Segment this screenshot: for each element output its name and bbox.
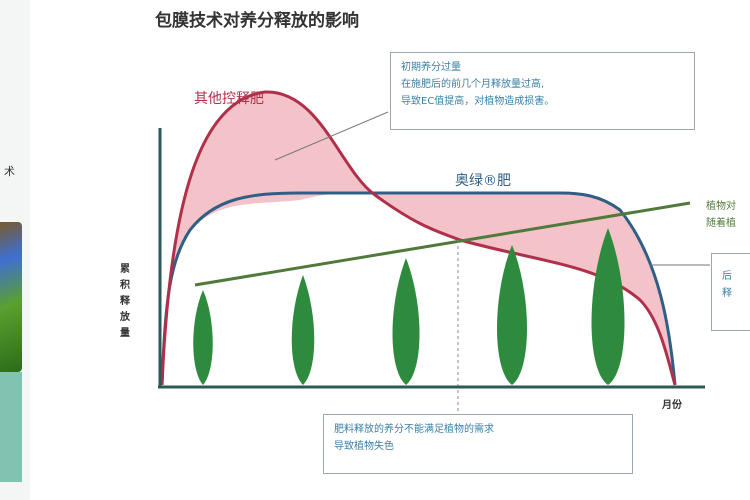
callout-right: 后 释 xyxy=(711,253,750,331)
other-fertilizer-curve xyxy=(160,90,677,386)
osmocote-label: 奥绿®肥 xyxy=(455,173,511,189)
callout-line: 导致EC值提高，对植物造成损害。 xyxy=(401,96,555,107)
teal-panel xyxy=(0,372,22,482)
callout-demand: 植物对 随着植 xyxy=(706,198,736,232)
callout-bottom: 肥料释放的养分不能满足植物的需求 导致植物失色 xyxy=(323,414,633,474)
callout-line: 在施肥后的前几个月释放量过高, xyxy=(401,79,545,90)
callout-line: 释 xyxy=(722,288,732,299)
excess-area xyxy=(162,91,675,385)
page-title: 包膜技术对养分释放的影响 xyxy=(155,11,359,31)
tree xyxy=(291,275,315,385)
callout-top: 初期养分过量 在施肥后的前几个月释放量过高, 导致EC值提高，对植物造成损害。 xyxy=(390,52,695,130)
plant-demand-line xyxy=(194,201,691,287)
callout-line: 植物对 xyxy=(706,201,736,212)
callout-line: 肥料释放的养分不能满足植物的需求 xyxy=(334,424,494,435)
tree xyxy=(392,258,420,385)
callout-line: 导致植物失色 xyxy=(334,441,394,452)
leader-line xyxy=(274,111,389,161)
trees xyxy=(193,228,625,385)
tree xyxy=(193,290,213,385)
callout-line: 随着植 xyxy=(706,218,736,229)
callout-line: 后 xyxy=(722,271,732,282)
osmocote-curve xyxy=(160,191,677,386)
y-axis-label: 累积释放量 xyxy=(120,264,130,339)
left-panel: 术 xyxy=(0,0,30,500)
other-fertilizer-label: 其他控释肥 xyxy=(194,91,264,107)
left-fragment-text: 术 xyxy=(4,165,15,178)
tree xyxy=(591,228,625,385)
x-axis-label: 月份 xyxy=(662,400,682,411)
callout-line: 初期养分过量 xyxy=(401,62,461,73)
tree xyxy=(497,245,527,385)
plant-photo xyxy=(0,222,22,372)
